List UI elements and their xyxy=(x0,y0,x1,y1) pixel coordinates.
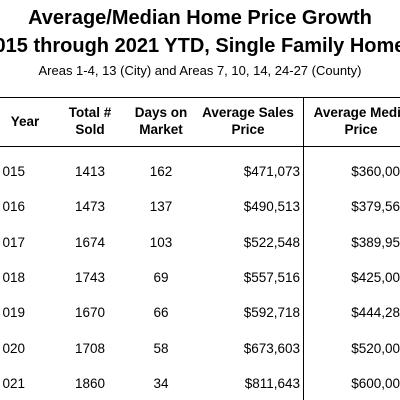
cell-total-sold: 1413 xyxy=(74,164,106,179)
cell-average-sales-price: $592,718 xyxy=(243,305,300,320)
cell-days-on-market: 34 xyxy=(153,376,169,391)
cell-median-price: $360,00 xyxy=(351,164,400,179)
header-average-sales-price: Average Sales Price xyxy=(202,105,294,137)
cell-days-on-market: 69 xyxy=(153,270,169,285)
cell-average-sales-price: $490,513 xyxy=(243,199,300,214)
title-line-1: Average/Median Home Price Growth xyxy=(28,7,372,29)
header-bottom-border xyxy=(0,146,400,147)
cell-total-sold: 1743 xyxy=(74,270,106,285)
cell-average-sales-price: $522,548 xyxy=(243,235,300,250)
cell-average-sales-price: $471,073 xyxy=(243,164,300,179)
cell-total-sold: 1473 xyxy=(74,199,106,214)
cell-median-price: $389,95 xyxy=(351,235,400,250)
cell-total-sold: 1708 xyxy=(74,341,106,356)
cell-average-sales-price: $557,516 xyxy=(243,270,300,285)
cell-total-sold: 1670 xyxy=(74,305,106,320)
cell-median-price: $425,00 xyxy=(351,270,400,285)
cell-average-sales-price: $811,643 xyxy=(244,376,300,391)
cell-days-on-market: 58 xyxy=(153,341,169,356)
header-average-median-price: Average Media Price xyxy=(313,105,400,137)
cell-median-price: $379,56 xyxy=(351,199,400,214)
cell-year: 015 xyxy=(2,164,25,179)
cell-median-price: $444,28 xyxy=(351,305,400,320)
cell-days-on-market: 162 xyxy=(149,164,173,179)
header-year: Year xyxy=(10,114,40,129)
cell-days-on-market: 66 xyxy=(153,305,169,320)
cell-days-on-market: 137 xyxy=(149,199,173,214)
cell-median-price: $520,00 xyxy=(351,341,400,356)
header-total-sold: Total # Sold xyxy=(68,105,112,137)
cell-total-sold: 1860 xyxy=(74,376,106,391)
cell-year: 016 xyxy=(2,199,25,214)
header-days-on-market: Days on Market xyxy=(134,105,188,137)
cell-year: 021 xyxy=(2,376,25,391)
cell-year: 017 xyxy=(2,235,25,250)
title-line-2: 2015 through 2021 YTD, Single Family Hom… xyxy=(0,35,400,57)
cell-days-on-market: 103 xyxy=(149,235,173,250)
cell-total-sold: 1674 xyxy=(74,235,106,250)
cell-median-price: $600,00 xyxy=(351,376,400,391)
table-top-border xyxy=(0,97,400,98)
subtitle: Areas 1-4, 13 (City) and Areas 7, 10, 14… xyxy=(38,63,362,78)
cell-year: 020 xyxy=(2,341,25,356)
cell-average-sales-price: $673,603 xyxy=(243,341,300,356)
cell-year: 019 xyxy=(2,305,25,320)
column-divider xyxy=(303,98,304,400)
cell-year: 018 xyxy=(2,270,25,285)
